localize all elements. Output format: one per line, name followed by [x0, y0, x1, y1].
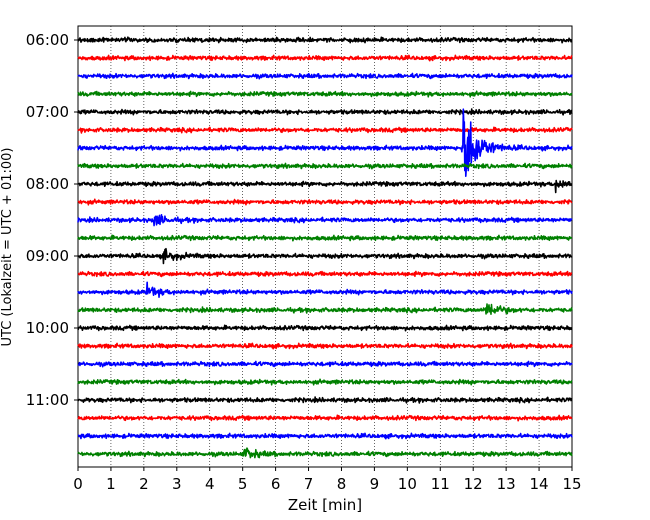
x-tick-label-3: 3 — [172, 475, 182, 493]
trace-0645 — [77, 90, 573, 98]
trace-0745 — [77, 162, 573, 170]
x-tick-label-12: 12 — [464, 475, 483, 493]
y-tick-label-1100: 11:00 — [26, 391, 69, 409]
x-tick-label-9: 9 — [370, 475, 380, 493]
trace-1045 — [77, 378, 573, 386]
x-tick-label-2: 2 — [139, 475, 149, 493]
x-tick-label-11: 11 — [431, 475, 450, 493]
x-axis-ticks: 0 1 2 3 4 5 6 7 8 9 10 11 12 13 14 15 — [73, 467, 582, 493]
trace-1115 — [77, 414, 573, 422]
y-tick-label-0800: 08:00 — [26, 175, 69, 193]
y-tick-label-1000: 10:00 — [26, 319, 69, 337]
trace-0630 — [77, 72, 573, 80]
x-tick-label-13: 13 — [497, 475, 516, 493]
plot-frame — [77, 25, 573, 468]
trace-1000 — [77, 324, 573, 332]
trace-1130 — [77, 432, 573, 440]
y-axis-label: UTC (Lokalzeit = UTC + 01:00) — [0, 148, 15, 347]
trace-0715 — [77, 126, 573, 134]
trace-1100 — [77, 396, 573, 404]
y-tick-label-0600: 06:00 — [26, 31, 69, 49]
x-tick-label-8: 8 — [337, 475, 347, 493]
y-tick-label-0900: 09:00 — [26, 247, 69, 265]
x-tick-label-5: 5 — [238, 475, 248, 493]
trace-0900 — [77, 247, 573, 265]
x-tick-label-7: 7 — [304, 475, 314, 493]
x-tick-label-15: 15 — [562, 475, 581, 493]
trace-0945 — [77, 303, 573, 316]
x-tick-label-14: 14 — [530, 475, 549, 493]
trace-1030 — [77, 360, 573, 368]
x-axis-label: Zeit [min] — [288, 496, 362, 514]
y-tick-label-0700: 07:00 — [26, 103, 69, 121]
trace-0815 — [77, 198, 573, 206]
trace-0830 — [77, 213, 573, 227]
trace-0845 — [77, 234, 573, 242]
x-tick-label-6: 6 — [271, 475, 281, 493]
trace-0615 — [77, 54, 573, 62]
x-tick-label-0: 0 — [73, 475, 83, 493]
y-axis-ticks: 06:00 07:00 08:00 09:00 10:00 11:00 — [26, 31, 78, 409]
trace-0915 — [77, 270, 573, 278]
x-tick-label-4: 4 — [205, 475, 215, 493]
x-tick-label-1: 1 — [106, 475, 116, 493]
trace-0800 — [77, 179, 573, 194]
seismogram-traces — [77, 36, 573, 459]
trace-0730 — [77, 108, 573, 178]
trace-1015 — [77, 342, 573, 350]
trace-0600 — [77, 36, 573, 44]
x-tick-label-10: 10 — [398, 475, 417, 493]
trace-1145 — [77, 447, 573, 459]
trace-0930 — [77, 281, 573, 299]
trace-0700 — [77, 108, 573, 116]
